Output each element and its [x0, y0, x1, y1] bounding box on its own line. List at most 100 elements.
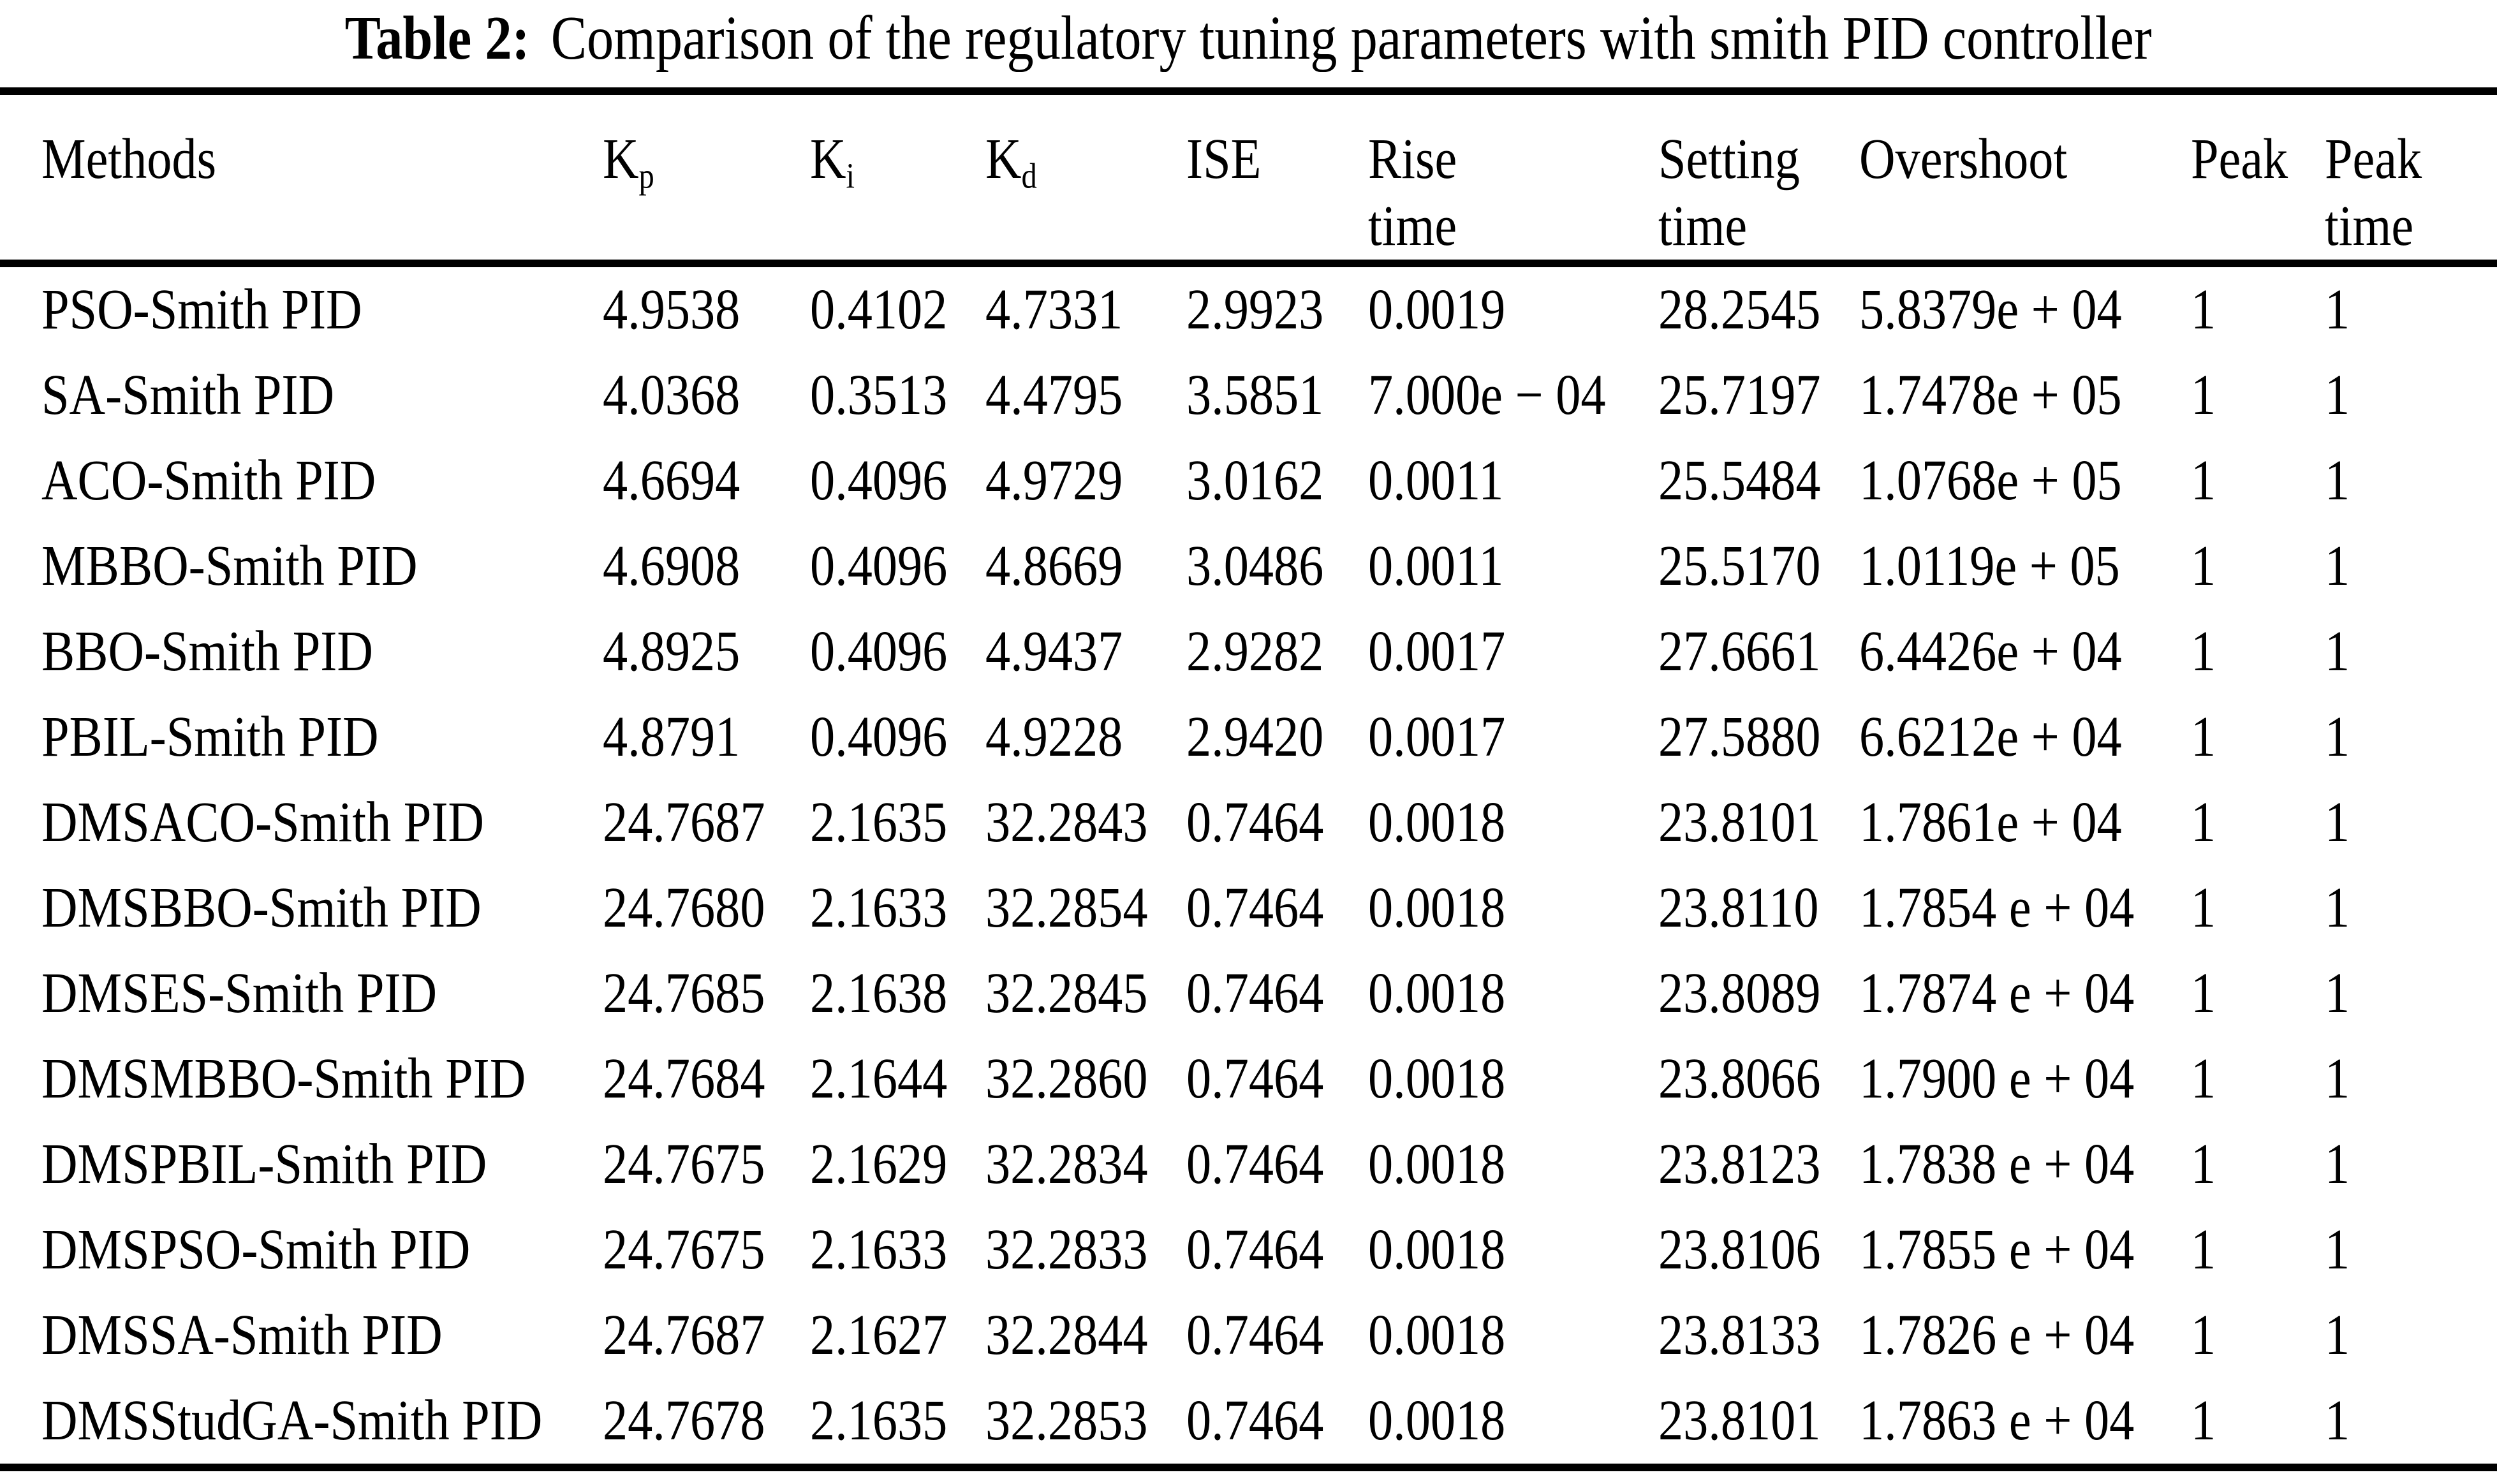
column-header-setting-time: Setting time [1658, 128, 1800, 258]
cell-ki: 0.4102 [810, 278, 948, 341]
cell-peak-time: 1 [2325, 962, 2350, 1025]
cell-rise-time: 0.0017 [1368, 620, 1506, 683]
column-header-ise: ISE [1186, 128, 1262, 191]
cell-kd: 4.8669 [985, 534, 1123, 598]
table-row: SA-Smith PID 4.0368 0.3513 4.4795 3.5851… [0, 353, 2497, 438]
cell-method: DMSBBO-Smith PID [41, 876, 482, 939]
cell-kd: 32.2844 [985, 1304, 1148, 1367]
cell-peak-time: 1 [2325, 1218, 2350, 1281]
cell-kp: 4.8925 [603, 620, 740, 683]
table-row: DMSStudGA-Smith PID 24.7678 2.1635 32.28… [0, 1378, 2497, 1467]
cell-overshoot: 1.7863 e + 04 [1859, 1389, 2135, 1452]
table-header: Methods Kp Ki Kd ISE Rise time Se [0, 91, 2497, 263]
cell-rise-time: 0.0018 [1368, 1389, 1506, 1452]
cell-ki: 0.4096 [810, 534, 948, 598]
cell-peak-time: 1 [2325, 876, 2350, 939]
cell-method: DMSPSO-Smith PID [41, 1218, 471, 1281]
cell-kp: 24.7678 [603, 1389, 765, 1452]
cell-setting-time: 23.8110 [1658, 876, 1819, 939]
cell-ise: 0.7464 [1186, 1133, 1324, 1196]
cell-setting-time: 27.6661 [1658, 620, 1821, 683]
table-caption-text: Comparison of the regulatory tuning para… [550, 4, 2153, 72]
cell-peak: 1 [2191, 278, 2216, 341]
cell-rise-time: 0.0018 [1368, 962, 1506, 1025]
cell-setting-time: 23.8066 [1658, 1047, 1821, 1110]
cell-rise-time: 0.0018 [1368, 791, 1506, 854]
cell-kp: 4.0368 [603, 364, 740, 427]
table-row: ACO-Smith PID 4.6694 0.4096 4.9729 3.016… [0, 438, 2497, 524]
table-body: PSO-Smith PID 4.9538 0.4102 4.7331 2.992… [0, 263, 2497, 1467]
cell-ise: 3.0162 [1186, 449, 1324, 512]
cell-kd: 32.2833 [985, 1218, 1148, 1281]
cell-method: DMSStudGA-Smith PID [41, 1389, 543, 1452]
table-row: DMSES-Smith PID 24.7685 2.1638 32.2845 0… [0, 951, 2497, 1036]
cell-method: DMSPBIL-Smith PID [41, 1133, 487, 1196]
cell-peak-time: 1 [2325, 1133, 2350, 1196]
cell-setting-time: 28.2545 [1658, 278, 1821, 341]
cell-overshoot: 1.0119e + 05 [1859, 534, 2120, 598]
cell-ise: 0.7464 [1186, 1389, 1324, 1452]
table-row: MBBO-Smith PID 4.6908 0.4096 4.8669 3.04… [0, 524, 2497, 609]
table-row: DMSBBO-Smith PID 24.7680 2.1633 32.2854 … [0, 865, 2497, 951]
cell-ki: 2.1629 [810, 1133, 948, 1196]
cell-peak-time: 1 [2325, 534, 2350, 598]
cell-overshoot: 1.7478e + 05 [1859, 364, 2122, 427]
cell-ki: 2.1635 [810, 1389, 948, 1452]
cell-ki: 0.4096 [810, 620, 948, 683]
cell-kp: 4.6694 [603, 449, 740, 512]
cell-ki: 0.4096 [810, 449, 948, 512]
cell-ise: 0.7464 [1186, 791, 1324, 854]
cell-ki: 0.3513 [810, 364, 948, 427]
cell-peak: 1 [2191, 962, 2216, 1025]
cell-ise: 3.5851 [1186, 364, 1324, 427]
column-header-peak-time: Peak time [2325, 128, 2422, 258]
table-row: PSO-Smith PID 4.9538 0.4102 4.7331 2.992… [0, 263, 2497, 353]
cell-kp: 24.7687 [603, 791, 765, 854]
cell-method: DMSES-Smith PID [41, 962, 438, 1025]
cell-rise-time: 0.0017 [1368, 705, 1506, 768]
cell-rise-time: 0.0019 [1368, 278, 1506, 341]
cell-ki: 2.1627 [810, 1304, 948, 1367]
cell-setting-time: 23.8133 [1658, 1304, 1821, 1367]
cell-method: SA-Smith PID [41, 364, 335, 427]
cell-ki: 0.4096 [810, 705, 948, 768]
cell-setting-time: 23.8106 [1658, 1218, 1821, 1281]
cell-kp: 24.7675 [603, 1133, 765, 1196]
cell-setting-time: 23.8101 [1658, 1389, 1821, 1452]
cell-peak-time: 1 [2325, 364, 2350, 427]
cell-method: PSO-Smith PID [41, 278, 362, 341]
cell-rise-time: 0.0018 [1368, 1304, 1506, 1367]
column-header-rise-time: Rise time [1368, 128, 1457, 258]
cell-rise-time: 7.000e − 04 [1368, 364, 1606, 427]
cell-peak-time: 1 [2325, 705, 2350, 768]
results-table: Methods Kp Ki Kd ISE Rise time Se [0, 87, 2497, 1471]
table-caption: Table 2: Comparison of the regulatory tun… [0, 0, 2497, 87]
cell-rise-time: 0.0011 [1368, 534, 1504, 598]
cell-ki: 2.1644 [810, 1047, 948, 1110]
column-header-ki: Ki [810, 128, 855, 196]
table-row: DMSACO-Smith PID 24.7687 2.1635 32.2843 … [0, 780, 2497, 865]
cell-setting-time: 25.7197 [1658, 364, 1821, 427]
cell-kd: 32.2843 [985, 791, 1148, 854]
cell-kp: 24.7684 [603, 1047, 765, 1110]
cell-peak-time: 1 [2325, 620, 2350, 683]
cell-peak-time: 1 [2325, 278, 2350, 341]
cell-peak: 1 [2191, 364, 2216, 427]
cell-kd: 32.2834 [985, 1133, 1148, 1196]
cell-peak: 1 [2191, 705, 2216, 768]
cell-method: PBIL-Smith PID [41, 705, 379, 768]
cell-peak: 1 [2191, 534, 2216, 598]
cell-ise: 0.7464 [1186, 1304, 1324, 1367]
cell-ise: 3.0486 [1186, 534, 1324, 598]
cell-ise: 2.9282 [1186, 620, 1324, 683]
cell-method: MBBO-Smith PID [41, 534, 418, 598]
cell-ise: 0.7464 [1186, 876, 1324, 939]
cell-peak: 1 [2191, 1133, 2216, 1196]
table-row: DMSSA-Smith PID 24.7687 2.1627 32.2844 0… [0, 1293, 2497, 1378]
cell-setting-time: 23.8123 [1658, 1133, 1821, 1196]
cell-overshoot: 1.0768e + 05 [1859, 449, 2122, 512]
table-row: BBO-Smith PID 4.8925 0.4096 4.9437 2.928… [0, 609, 2497, 694]
cell-peak: 1 [2191, 1047, 2216, 1110]
cell-rise-time: 0.0018 [1368, 876, 1506, 939]
cell-ise: 0.7464 [1186, 1218, 1324, 1281]
